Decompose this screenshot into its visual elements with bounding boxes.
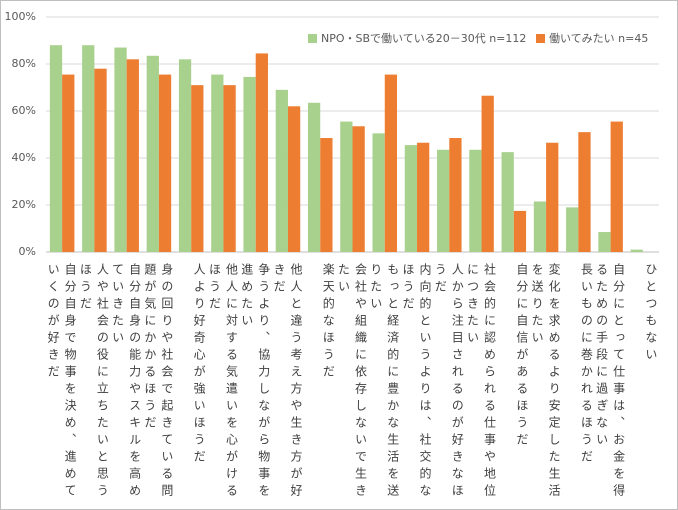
bar: [566, 207, 579, 252]
x-tick-label: 長いものに巻かれるほうだ: [579, 263, 594, 467]
bar: [320, 138, 333, 252]
bar: [417, 142, 430, 252]
bar: [307, 102, 321, 253]
bar: [211, 74, 224, 252]
x-tick-label: 他人に対する気遣いを心がけるほうだ: [207, 263, 239, 501]
x-tick-label: 人や社会の役に立ちたいと思うほうだ: [78, 263, 110, 501]
x-tick-label: 人から注目されるのが好きなほうだ: [433, 263, 465, 501]
x-tick-label: 自分に自信があるほうだ: [514, 263, 529, 450]
y-tick-label: 80%: [12, 57, 36, 70]
bar: [578, 132, 591, 252]
bar: [598, 232, 611, 252]
bar: [191, 85, 204, 253]
x-tick-label: 自分自身の能力やスキルを高めていきたい: [110, 263, 142, 501]
bar: [630, 249, 643, 252]
x-tick-label: 人より好奇心が強いほうだ: [192, 263, 207, 467]
y-tick-label: 0%: [19, 245, 36, 258]
x-tick-label: 社会的に認められる仕事や地位につきたい: [465, 263, 497, 501]
x-tick-label: 変化を求めるより安定した生活を送りたい: [530, 263, 562, 501]
bar: [82, 45, 95, 253]
bar: [372, 133, 385, 252]
legend-label: 働いてみたい n=45: [549, 32, 648, 45]
x-tick-label: 自分にとって仕事は、お金を得るための手段に過ぎない: [594, 263, 626, 501]
bar: [158, 74, 172, 252]
bar: [404, 145, 418, 252]
y-tick-label: 20%: [12, 198, 36, 211]
bar: [126, 59, 139, 252]
bar: [481, 95, 494, 252]
bar: [501, 152, 514, 252]
x-tick-label: 楽天的なほうだ: [321, 263, 336, 382]
bar: [62, 74, 75, 252]
legend-swatch: [536, 34, 545, 43]
bar: [546, 142, 559, 252]
bar: [449, 138, 462, 252]
bar: [513, 210, 527, 252]
y-tick-label: 100%: [5, 10, 36, 23]
legend-label: NPO・SBで働いている20－30代 n=112: [321, 32, 526, 45]
bar: [610, 121, 623, 252]
bar: [146, 55, 159, 253]
bar: [384, 74, 398, 252]
bar: [178, 59, 192, 252]
bar: [287, 106, 301, 252]
bar: [114, 47, 127, 252]
x-tick-label: もっと経済的に豊かな生活を送りたい: [368, 263, 400, 501]
x-tick-label: 争うより、協力しながら物事を進めたい: [239, 263, 271, 501]
bar: [223, 85, 236, 253]
x-tick-label: 他人と違う考え方や生き方が好きだ: [271, 263, 303, 501]
x-tick-label: 会社や組織に依存しないで生きたい: [336, 263, 368, 501]
bar: [94, 68, 107, 252]
bar: [243, 76, 256, 252]
bar: [469, 149, 482, 252]
bar: [255, 53, 268, 252]
x-tick-label: 身の回りや社会で起きている問題が気にかかるほうだ: [142, 263, 174, 501]
x-tick-label: ひとつもない: [643, 263, 658, 365]
bar: [352, 126, 365, 252]
bar: [533, 201, 547, 252]
x-tick-label: 内向的というよりは、社交的なほうだ: [401, 263, 433, 501]
bar: [49, 45, 63, 253]
bar: [340, 121, 353, 252]
y-tick-label: 40%: [12, 151, 36, 164]
bar: [437, 149, 450, 252]
legend-swatch: [308, 34, 317, 43]
y-tick-label: 60%: [12, 104, 36, 117]
x-tick-label: 自分自身で物事を決め、進めていくのが好きだ: [46, 263, 78, 501]
bar: [275, 89, 288, 252]
